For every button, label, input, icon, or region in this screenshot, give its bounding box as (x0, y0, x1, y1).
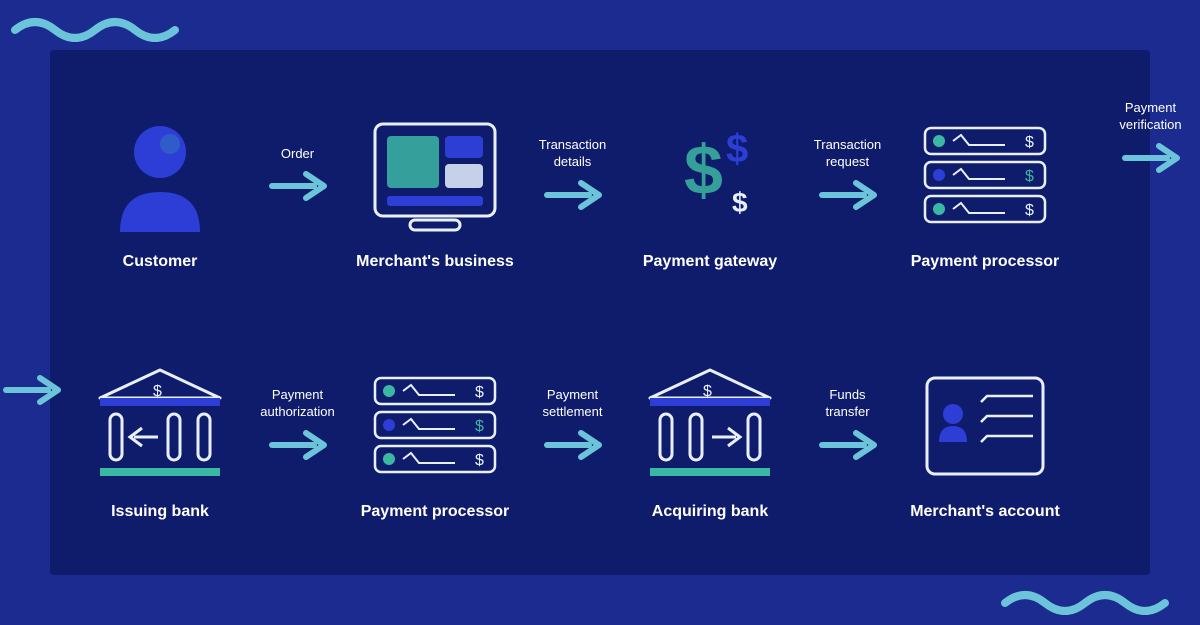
node-label: Payment processor (361, 503, 510, 521)
arrow-label: Transactiondetails (539, 137, 606, 171)
merchant-business-icon (365, 114, 505, 234)
arrow-label: Paymentauthorization (260, 387, 334, 421)
arrow-label: Fundstransfer (825, 387, 869, 421)
diagram-panel: $ $ $ $ $ (50, 50, 1150, 575)
arrow-payment-authorization: Paymentauthorization (250, 387, 345, 463)
arrow-transaction-details: Transactiondetails (525, 137, 620, 213)
node-issuing-bank: Issuing bank (70, 359, 250, 521)
arrow-funds-transfer: Fundstransfer (800, 387, 895, 463)
arrow-right-icon (543, 427, 603, 463)
arrow-right-icon (818, 427, 878, 463)
node-label: Customer (123, 253, 198, 271)
node-payment-gateway: Payment gateway (620, 109, 800, 271)
arrow-label: Transactionrequest (814, 137, 881, 171)
arrow-label: Paymentsettlement (543, 387, 603, 421)
merchant-account-icon (915, 364, 1055, 484)
node-customer: Customer (70, 109, 250, 271)
wave-bottom-icon (1000, 585, 1190, 615)
arrow-label: Paymentverification (1119, 100, 1181, 134)
payment-gateway-icon (640, 114, 780, 234)
arrow-right-icon (2, 372, 62, 408)
flow-row-2: Issuing bank Paymentauthorization Paymen… (50, 330, 1150, 550)
arrow-right-icon (1121, 140, 1181, 176)
arrow-right-icon (268, 427, 328, 463)
payment-processor-icon (365, 364, 505, 484)
arrow-label: Order (281, 146, 314, 163)
issuing-bank-icon (90, 364, 230, 484)
node-merchant-business: Merchant's business (345, 109, 525, 271)
node-label: Merchant's business (356, 253, 514, 271)
arrow-payment-settlement: Paymentsettlement (525, 387, 620, 463)
arrow-right-icon (268, 168, 328, 204)
arrow-entry (2, 372, 62, 408)
node-label: Merchant's account (910, 503, 1060, 521)
node-label: Acquiring bank (652, 503, 768, 521)
arrow-right-icon (818, 177, 878, 213)
node-merchant-account: Merchant's account (895, 359, 1075, 521)
arrow-payment-verification: Paymentverification (1103, 100, 1198, 176)
node-payment-processor: Payment processor (895, 109, 1075, 271)
node-label: Payment gateway (643, 253, 777, 271)
acquiring-bank-icon (640, 364, 780, 484)
node-label: Payment processor (911, 253, 1060, 271)
payment-processor-icon (915, 114, 1055, 234)
arrow-transaction-request: Transactionrequest (800, 137, 895, 213)
arrow-right-icon (543, 177, 603, 213)
node-label: Issuing bank (111, 503, 209, 521)
arrow-order: Order (250, 146, 345, 205)
node-payment-processor-2: Payment processor (345, 359, 525, 521)
wave-top-icon (10, 12, 200, 42)
node-acquiring-bank: Acquiring bank (620, 359, 800, 521)
customer-icon (100, 114, 220, 234)
flow-row-1: Customer Order Merchant's business Trans… (50, 80, 1150, 300)
